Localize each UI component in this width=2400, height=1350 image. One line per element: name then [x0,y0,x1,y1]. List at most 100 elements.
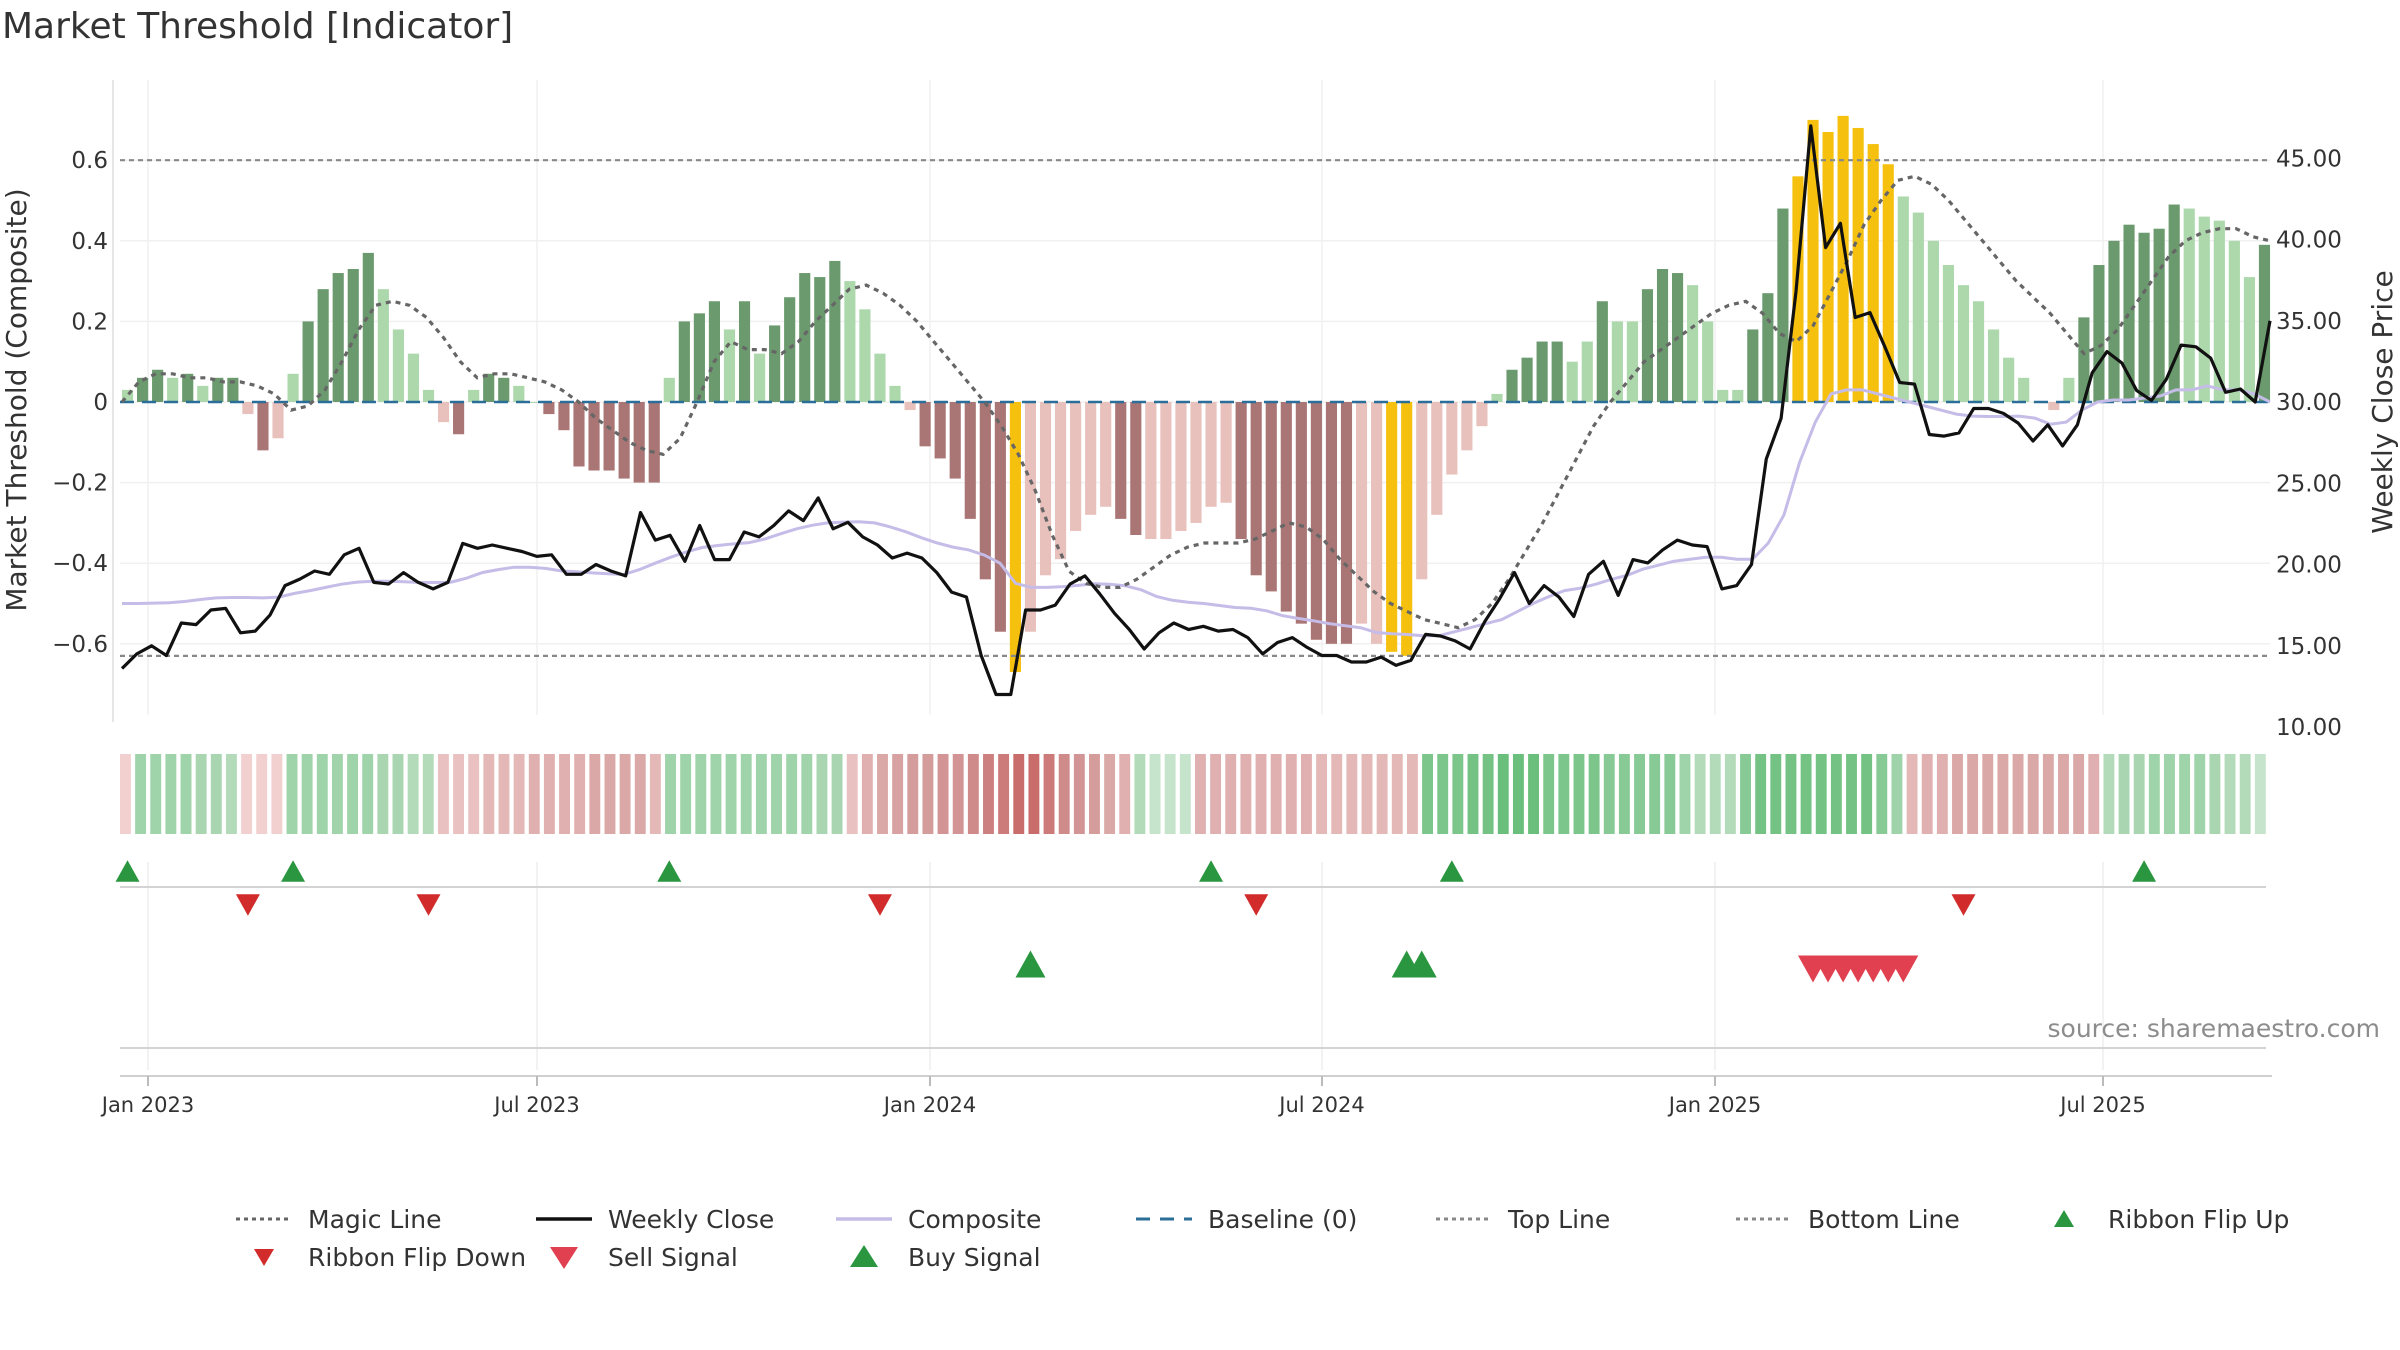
x-tick-label: Jul 2025 [2058,1093,2145,1117]
composite-bar [272,402,284,439]
composite-bar [949,402,961,479]
ribbon-cell [1967,754,1979,834]
composite-bar [2003,357,2015,402]
ribbon-cell [1346,754,1358,834]
legend-label: Composite [908,1204,1042,1234]
composite-bar [829,260,841,402]
ribbon-cell [2254,754,2266,834]
sell-signal-marker [1888,955,1919,983]
ribbon-cell [543,754,555,834]
composite-bar [588,402,600,471]
y-right-tick-label: 30.00 [2276,390,2342,416]
composite-bar [453,402,465,435]
composite-bar [1476,402,1488,427]
ribbon-cell [1467,754,1479,834]
ribbon-cell [2179,754,2191,834]
ribbon-cell [1240,754,1252,834]
ribbon-cell [1770,754,1782,834]
ribbon-cell [1679,754,1691,834]
y-right-tick-label: 25.00 [2276,471,2342,497]
legend-label: Bottom Line [1808,1204,1960,1234]
composite-bar [167,377,179,402]
ribbon-cell [1406,754,1418,834]
composite-bar [1310,402,1322,640]
ribbon-cell [1724,754,1736,834]
composite-bar [1551,341,1563,402]
ribbon-cell [846,754,858,834]
ribbon-cell [771,754,782,834]
x-tick-label: Jan 2024 [882,1093,977,1117]
composite-bar [1521,357,1533,402]
composite-bar [227,377,239,402]
ribbon-cell [1785,754,1797,834]
composite-bar [2168,204,2180,402]
composite-bar [1235,402,1247,540]
ribbon-cell [2164,754,2175,834]
ribbon-cell [2209,754,2221,834]
legend-swatch [236,1217,292,1221]
legend-swatch [536,1217,592,1221]
ribbon-cell [453,754,464,834]
composite-bar [2258,244,2271,402]
ribbon-cell [2239,754,2251,834]
ribbon-cell [634,754,646,834]
ribbon-cell [892,754,904,834]
composite-bar [2123,224,2135,402]
ribbon-cell [120,754,131,834]
composite-bar [1355,402,1368,624]
legend-item: Baseline (0) [1130,1200,1357,1238]
composite-bar [603,402,615,471]
ribbon-flip-up-marker [1199,860,1224,882]
composite-bar [528,402,540,403]
composite-bar [1611,321,1623,402]
composite-bar [377,289,389,402]
composite-bar [1130,402,1142,535]
ribbon-cell [619,754,631,834]
ribbon-cell [937,754,949,834]
ribbon-cell [210,754,222,834]
ribbon-cell [392,754,404,834]
ribbon-cell [1179,754,1191,834]
ribbon-cell [1164,754,1176,834]
legend-label: Top Line [1508,1204,1611,1234]
ribbon-cell [1104,754,1116,834]
composite-bar [1641,289,1654,402]
y-left-tick-label: −0.4 [52,551,108,577]
legend-label: Ribbon Flip Down [308,1242,527,1272]
composite-bar [2093,264,2105,402]
ribbon-cell [2148,754,2160,834]
composite-bar [287,373,299,402]
ribbon-cell [301,754,313,834]
ribbon-cell [559,754,570,834]
legend-swatch [254,1249,274,1266]
composite-bar [708,301,721,402]
composite-bar [1777,208,1789,402]
composite-bar [362,252,374,402]
composite-bar [1687,285,1699,402]
ribbon-cell [2194,754,2206,834]
ribbon-cell [967,754,979,834]
legend-swatch [1136,1217,1192,1221]
composite-bar [182,373,194,402]
composite-bar [1386,402,1398,652]
ribbon-cell [1210,754,1222,834]
ribbon-flip-down-marker [416,894,441,916]
ribbon-cell [695,754,707,834]
ribbon-cell [1709,754,1721,834]
composite-bar [347,269,359,402]
ribbon-cell [377,754,389,834]
ribbon-cell [1391,754,1403,834]
ribbon-cell [1830,754,1842,834]
ribbon-cell [1512,754,1524,834]
composite-bar [407,353,420,402]
ribbon-cell [1497,754,1509,834]
ribbon-cell [589,754,601,834]
ribbon-cell [1119,754,1131,834]
composite-bar [1536,341,1548,402]
x-tick-label: Jul 2024 [1277,1093,1364,1117]
ribbon-cell [665,754,676,834]
y-left-tick-label: 0.6 [71,148,108,174]
ribbon-cell [574,754,586,834]
ribbon-cell [347,754,359,834]
composite-bar [2078,317,2090,402]
